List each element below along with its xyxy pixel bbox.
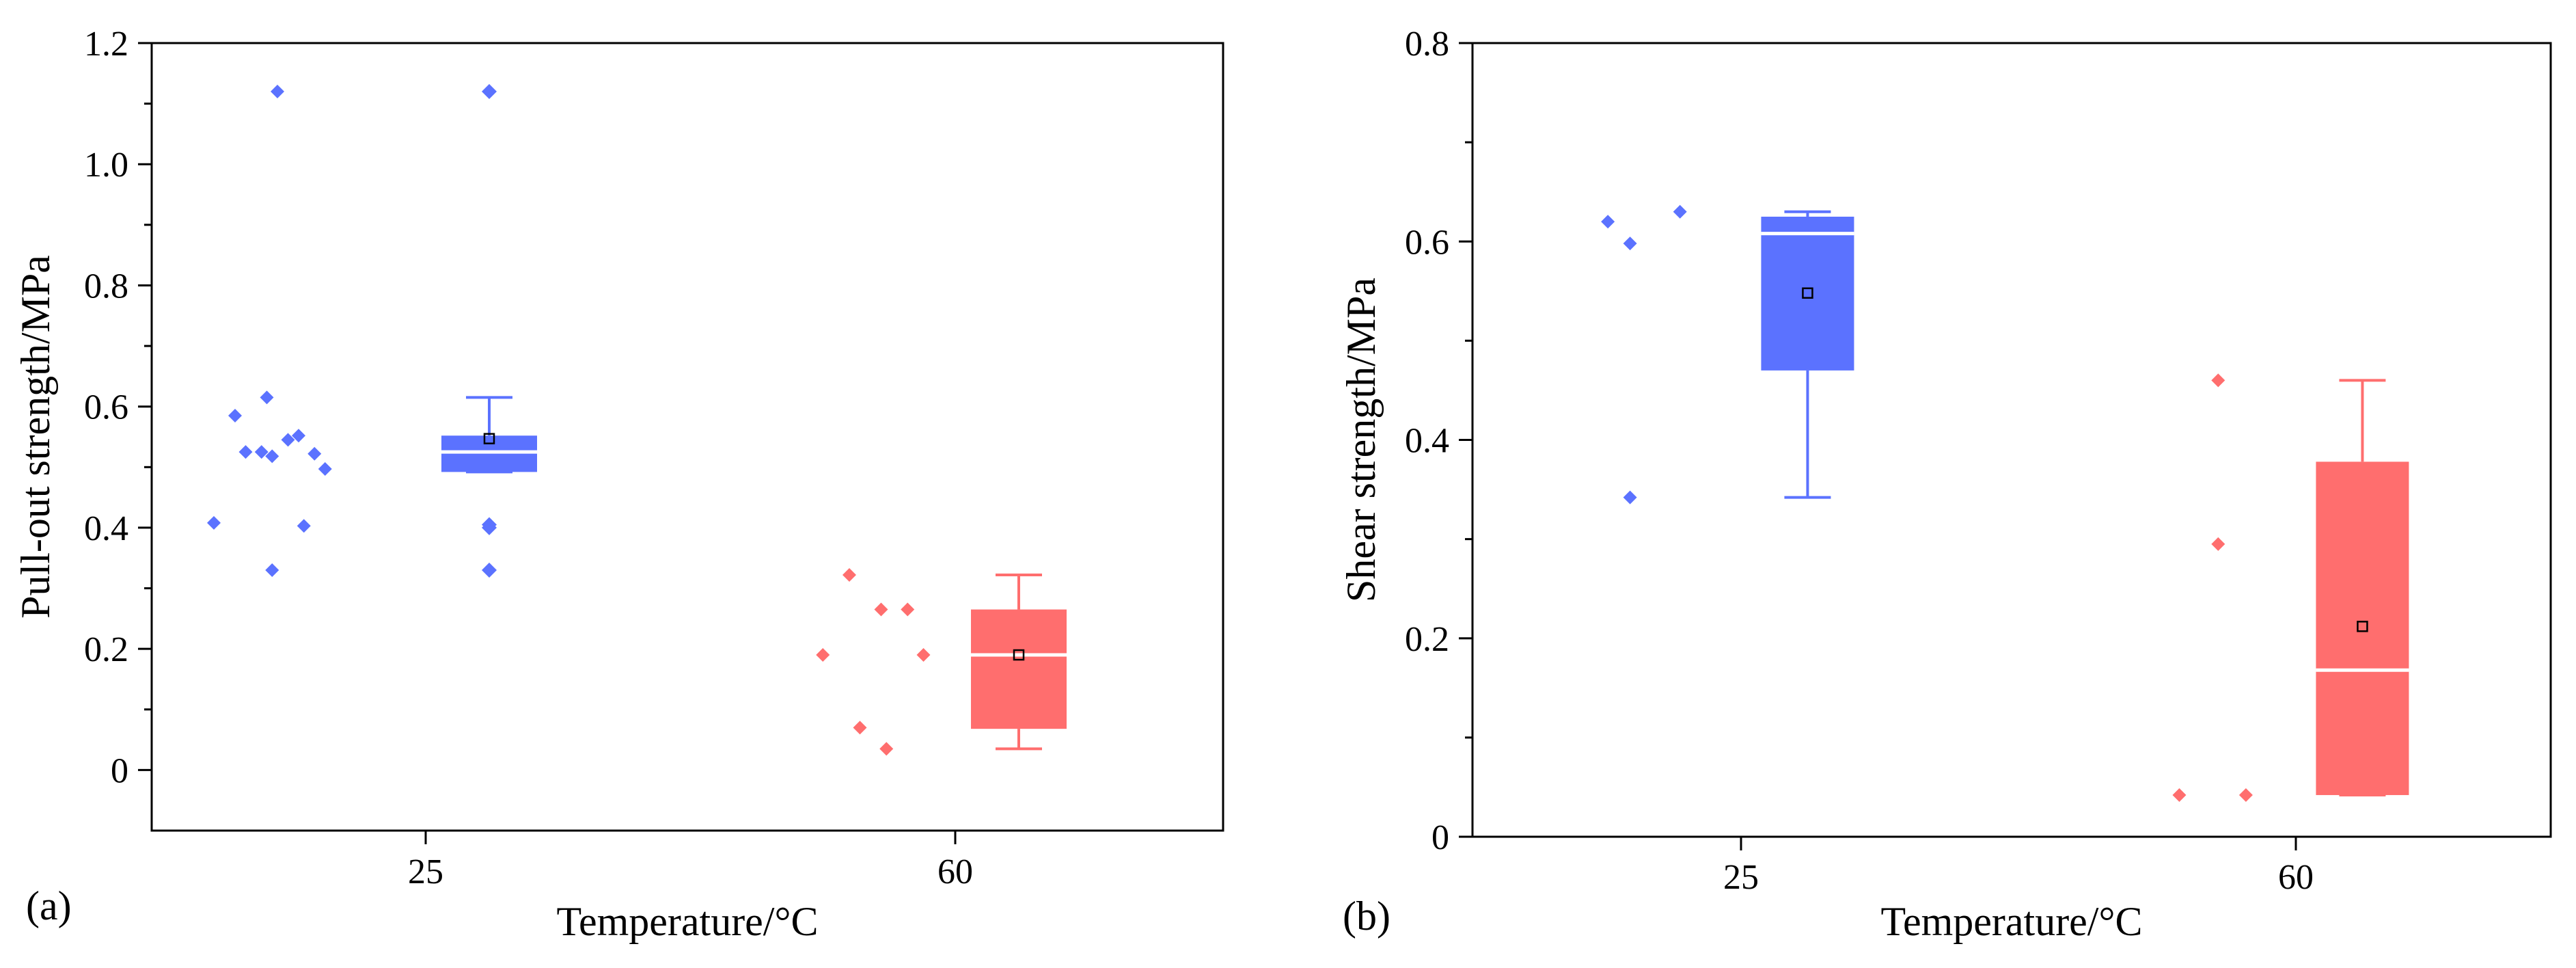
data-point [318, 461, 332, 476]
plot-frame [150, 42, 1224, 832]
data-point [265, 563, 279, 577]
x-axis-title: Temperature/°C [557, 899, 819, 944]
data-point [228, 408, 242, 422]
y-tick-label: 0.8 [1405, 25, 1449, 64]
y-axis-title: Shear strength/MPa [1339, 278, 1384, 602]
data-point [916, 648, 931, 662]
x-axis-title: Temperature/°C [1881, 899, 2143, 944]
data-point [238, 445, 253, 459]
data-point [842, 568, 856, 582]
data-point [281, 433, 295, 447]
y-tick-label: 0.2 [1405, 620, 1449, 659]
data-point [2238, 788, 2253, 803]
data-point [297, 519, 311, 533]
data-point [207, 515, 221, 530]
y-tick-label: 1.0 [84, 146, 128, 185]
data-point [2172, 788, 2187, 803]
y-tick-label: 0.8 [84, 267, 128, 306]
x-tick-label: 60 [2278, 858, 2314, 897]
x-tick-label: 60 [937, 852, 973, 891]
outlier-point [482, 562, 497, 578]
outlier-point [482, 83, 497, 99]
data-point [307, 446, 322, 461]
x-tick-label: 25 [408, 852, 443, 891]
data-point [292, 429, 305, 443]
data-point [816, 648, 830, 662]
data-point [853, 721, 867, 735]
y-tick-label: 0 [111, 751, 128, 790]
data-point [1623, 237, 1637, 251]
mean-marker [1802, 287, 1813, 299]
data-point [1673, 204, 1687, 219]
data-point [254, 445, 269, 459]
data-point [265, 449, 279, 463]
box [441, 435, 537, 472]
y-tick-label: 1.2 [84, 25, 128, 64]
y-tick-label: 0.4 [84, 509, 128, 548]
mean-marker [1013, 649, 1025, 661]
data-point [1601, 215, 1615, 229]
box [971, 609, 1067, 729]
y-tick-label: 0.2 [84, 630, 128, 669]
outlier-point [482, 520, 497, 535]
data-point [2211, 537, 2225, 551]
y-tick-label: 0.6 [1405, 223, 1449, 262]
y-tick-label: 0.4 [1405, 422, 1449, 461]
box [2316, 461, 2409, 796]
data-point [879, 742, 894, 756]
mean-marker [483, 433, 495, 444]
box [1761, 216, 1854, 371]
data-point [260, 390, 274, 405]
data-point [271, 84, 284, 98]
panel-label: (b) [1343, 893, 1390, 939]
data-point [1623, 490, 1637, 505]
data-point [2211, 373, 2225, 388]
mean-marker [2357, 621, 2368, 632]
y-axis-title: Pull-out strength/MPa [13, 255, 58, 619]
panel-label: (a) [26, 883, 72, 928]
panel-b: 0 0.2 0.4 0.6 0.8 25 60 Temperature/°C Shear str… [1339, 25, 2552, 944]
data-point [874, 602, 888, 617]
y-tick-label: 0 [1431, 818, 1449, 857]
y-tick-label: 0.6 [84, 388, 128, 427]
panel-a: 0 0.2 0.4 0.6 0.8 1.0 1.2 25 60 Temperature/°C Pul… [13, 25, 1224, 944]
x-tick-label: 25 [1723, 858, 1759, 897]
data-point [901, 602, 915, 617]
